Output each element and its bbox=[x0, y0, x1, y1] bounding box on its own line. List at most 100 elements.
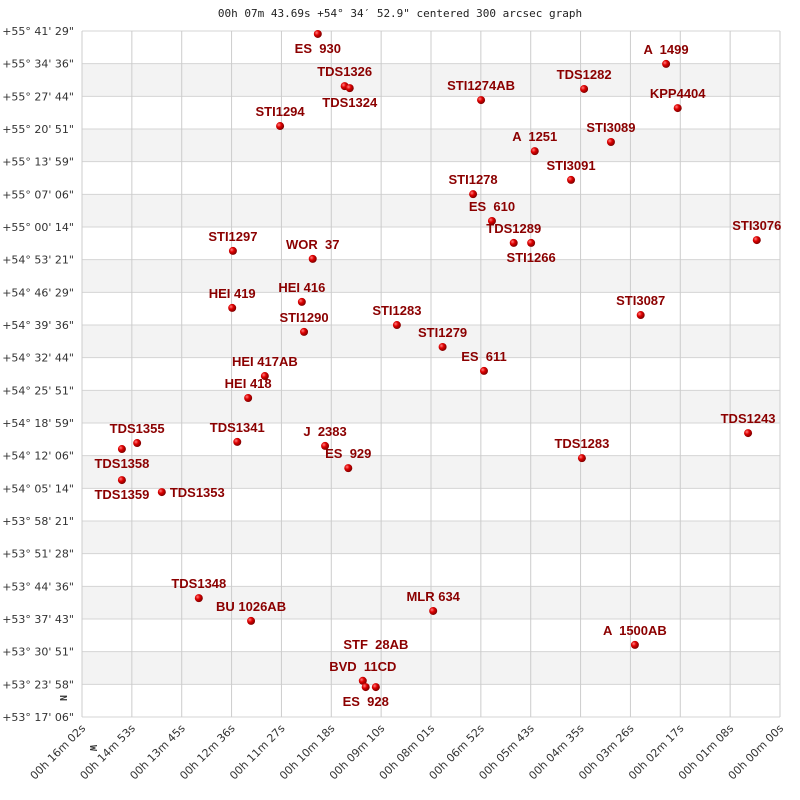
y-tick-label: +54° 39' 36" bbox=[2, 319, 74, 332]
star-marker bbox=[260, 372, 269, 381]
star-marker bbox=[752, 236, 761, 245]
star-marker bbox=[345, 84, 354, 93]
star-label: STI1297 bbox=[208, 229, 257, 244]
star-marker bbox=[577, 454, 586, 463]
star-marker bbox=[477, 96, 486, 105]
star-label: TDS1355 bbox=[110, 421, 165, 436]
star-label: STI1266 bbox=[507, 250, 556, 265]
star-label: STI3076 bbox=[732, 218, 781, 233]
y-tick-label: +53° 51' 28" bbox=[2, 548, 74, 561]
star-label: BU 1026AB bbox=[216, 599, 286, 614]
star-label: STI1278 bbox=[449, 172, 498, 187]
star-marker bbox=[300, 327, 309, 336]
y-tick-label: +54° 18' 59" bbox=[2, 417, 74, 430]
star-marker bbox=[358, 676, 367, 685]
star-label: ES 930 bbox=[295, 41, 341, 56]
star-label: STI1279 bbox=[418, 325, 467, 340]
star-label: ES 610 bbox=[469, 199, 515, 214]
star-label: STI1283 bbox=[372, 303, 421, 318]
star-marker bbox=[194, 594, 203, 603]
star-marker bbox=[361, 683, 370, 692]
star-marker bbox=[371, 683, 380, 692]
star-label: J 2383 bbox=[303, 424, 346, 439]
star-marker bbox=[606, 138, 615, 147]
y-tick-label: +54° 25' 51" bbox=[2, 384, 74, 397]
star-marker bbox=[344, 464, 353, 473]
star-marker bbox=[247, 616, 256, 625]
star-label: ES 929 bbox=[325, 446, 371, 461]
y-tick-label: +53° 37' 43" bbox=[2, 613, 74, 626]
star-marker bbox=[527, 238, 536, 247]
star-marker bbox=[276, 122, 285, 131]
star-marker bbox=[479, 366, 488, 375]
y-tick-label: +54° 12' 06" bbox=[2, 450, 74, 463]
y-tick-label: +55° 07' 06" bbox=[2, 188, 74, 201]
star-label: TDS1359 bbox=[94, 487, 149, 502]
star-marker bbox=[580, 84, 589, 93]
star-label: STI3089 bbox=[586, 120, 635, 135]
y-tick-label: +55° 34' 36" bbox=[2, 58, 74, 71]
star-label: WOR 37 bbox=[286, 237, 339, 252]
star-marker bbox=[469, 190, 478, 199]
y-tick-label: +54° 32' 44" bbox=[2, 352, 74, 365]
y-tick-label: +53° 17' 06" bbox=[2, 711, 74, 724]
star-marker bbox=[744, 429, 753, 438]
star-marker bbox=[636, 311, 645, 320]
west-marker: W bbox=[87, 745, 98, 752]
y-tick-label: +54° 05' 14" bbox=[2, 482, 74, 495]
star-label: HEI 417AB bbox=[232, 354, 298, 369]
star-marker bbox=[567, 175, 576, 184]
star-marker bbox=[157, 488, 166, 497]
star-marker bbox=[630, 640, 639, 649]
star-marker bbox=[530, 147, 539, 156]
star-label: TDS1353 bbox=[170, 485, 225, 500]
y-tick-label: +55° 27' 44" bbox=[2, 90, 74, 103]
star-marker bbox=[487, 216, 496, 225]
y-tick-label: +54° 46' 29" bbox=[2, 286, 74, 299]
y-tick-label: +55° 20' 51" bbox=[2, 123, 74, 136]
chart-title: 00h 07m 43.69s +54° 34′ 52.9" centered 3… bbox=[218, 7, 582, 20]
star-marker bbox=[392, 321, 401, 330]
star-label: STI1290 bbox=[279, 310, 328, 325]
star-marker bbox=[228, 246, 237, 255]
y-tick-label: +55° 41' 29" bbox=[2, 25, 74, 38]
star-label: BVD 11CD bbox=[329, 659, 396, 674]
star-label: ES 928 bbox=[343, 694, 389, 709]
y-tick-label: +55° 00' 14" bbox=[2, 221, 74, 234]
star-label: TDS1243 bbox=[721, 411, 776, 426]
star-label: STI1274AB bbox=[447, 78, 515, 93]
star-label: A 1500AB bbox=[603, 623, 667, 638]
star-label: KPP4404 bbox=[650, 86, 706, 101]
star-marker bbox=[662, 59, 671, 68]
star-label: TDS1324 bbox=[322, 95, 378, 110]
y-tick-label: +53° 58' 21" bbox=[2, 515, 74, 528]
star-label: STI3091 bbox=[546, 158, 595, 173]
y-tick-label: +53° 44' 36" bbox=[2, 580, 74, 593]
y-tick-label: +55° 13' 59" bbox=[2, 156, 74, 169]
star-label: STI1294 bbox=[256, 104, 306, 119]
star-label: STI3087 bbox=[616, 293, 665, 308]
star-label: HEI 418 bbox=[225, 376, 272, 391]
star-label: ES 611 bbox=[461, 349, 507, 364]
star-label: TDS1348 bbox=[171, 576, 226, 591]
star-label: MLR 634 bbox=[406, 589, 460, 604]
star-marker bbox=[438, 342, 447, 351]
north-marker: N bbox=[57, 695, 68, 701]
star-label: TDS1282 bbox=[557, 67, 612, 82]
star-marker bbox=[244, 394, 253, 403]
y-tick-label: +53° 30' 51" bbox=[2, 646, 74, 659]
star-label: TDS1341 bbox=[210, 420, 265, 435]
star-marker bbox=[117, 476, 126, 485]
star-marker bbox=[509, 238, 518, 247]
star-marker bbox=[297, 297, 306, 306]
star-label: TDS1326 bbox=[317, 64, 372, 79]
star-marker bbox=[117, 445, 126, 454]
star-marker bbox=[321, 441, 330, 450]
star-marker bbox=[233, 437, 242, 446]
star-label: TDS1283 bbox=[554, 436, 609, 451]
star-marker bbox=[308, 254, 317, 263]
star-label: TDS1289 bbox=[486, 221, 541, 236]
y-tick-label: +53° 23' 58" bbox=[2, 678, 74, 691]
star-label: A 1499 bbox=[644, 42, 689, 57]
